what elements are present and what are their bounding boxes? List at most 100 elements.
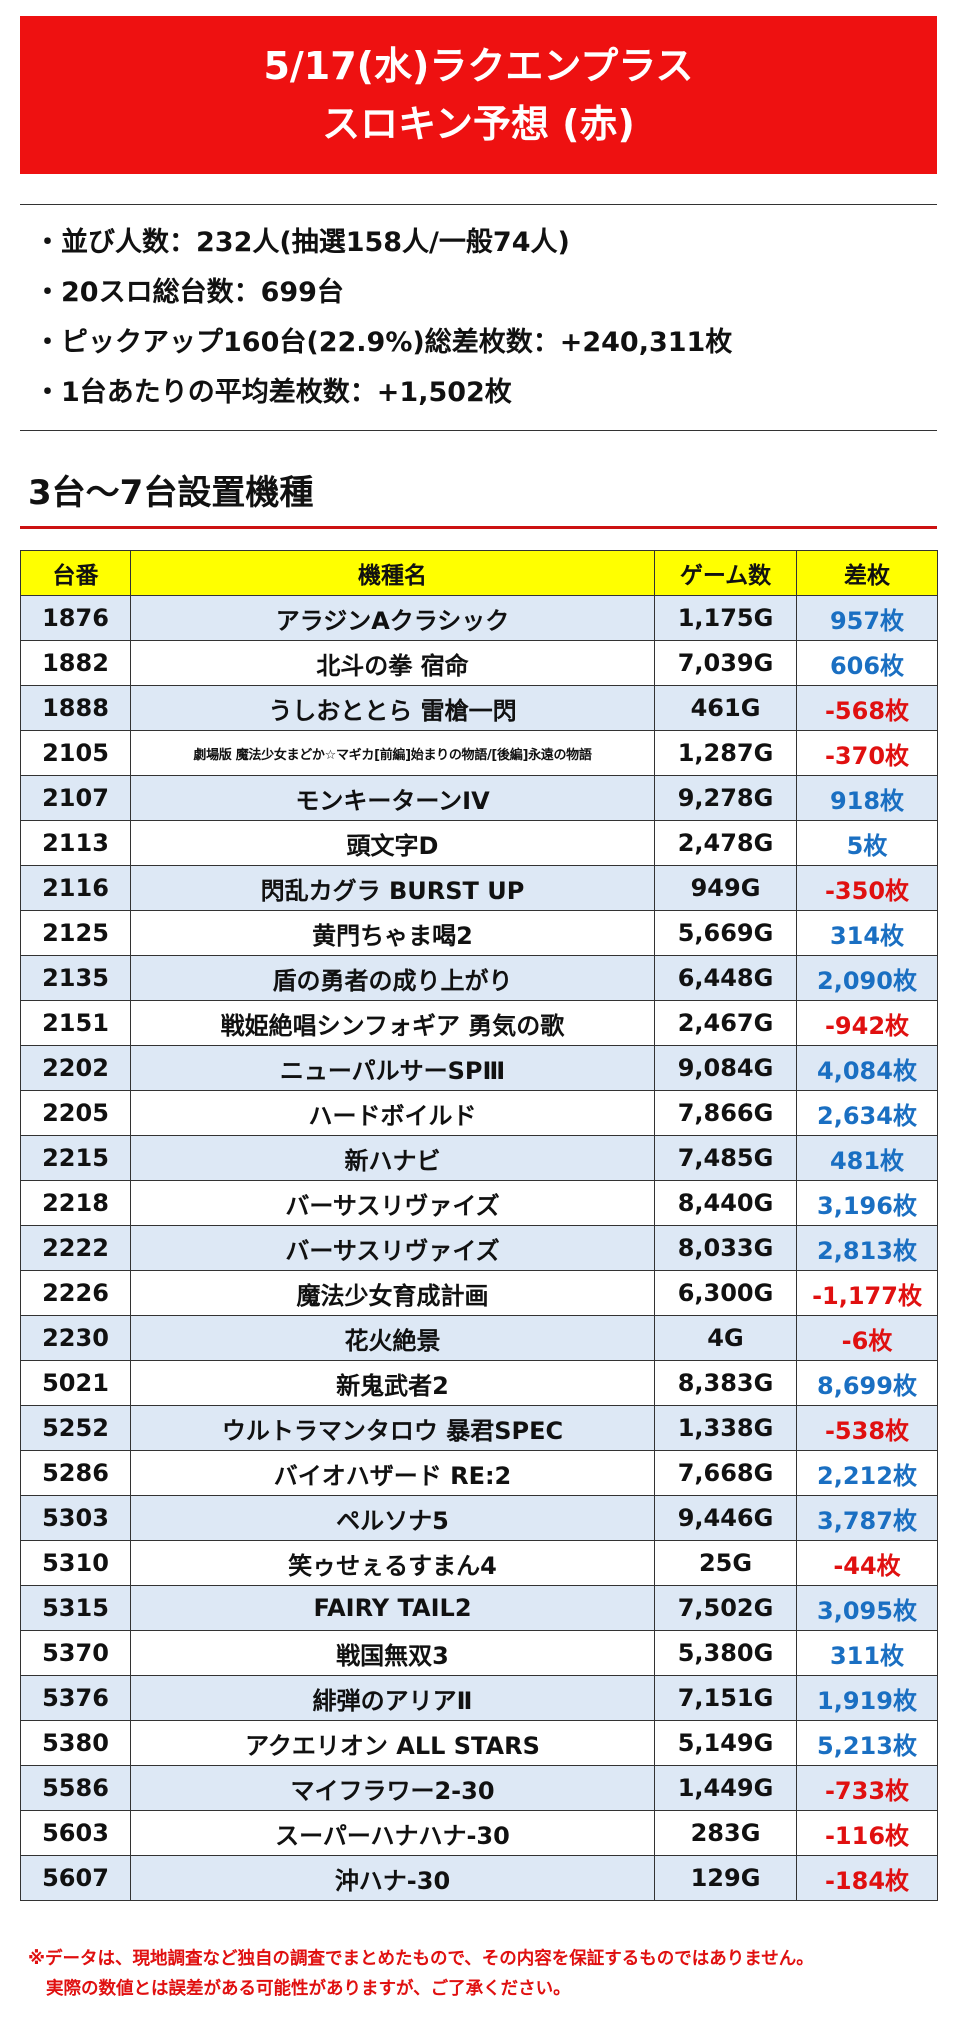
machine-number-cell: 2107 [20,775,131,821]
machine-number-cell: 1882 [20,640,131,686]
table-row: 5376 緋弾のアリアⅡ 7,151G 1,919枚 [20,1675,938,1721]
game-count-cell: 5,669G [654,910,797,956]
diff-cell: 3,787枚 [796,1495,938,1541]
machine-name-cell: 花火絶景 [130,1315,655,1361]
header-machine-name: 機種名 [130,550,655,596]
machine-number-cell: 2116 [20,865,131,911]
diff-cell: -538枚 [796,1405,938,1451]
diff-cell: 314枚 [796,910,938,956]
table-row: 5603 スーパーハナハナ-30 283G -116枚 [20,1810,938,1856]
machine-number-cell: 2151 [20,1000,131,1046]
game-count-cell: 7,151G [654,1675,797,1721]
machine-number-cell: 1888 [20,685,131,731]
table-row: 2107 モンキーターンIV 9,278G 918枚 [20,775,938,821]
stat-average-diff: ・1台あたりの平均差枚数：+1,502枚 [34,377,512,408]
game-count-cell: 7,485G [654,1135,797,1181]
diff-cell: -942枚 [796,1000,938,1046]
machine-name-cell: バイオハザード RE:2 [130,1450,655,1496]
section-underline [20,526,937,529]
machine-number-cell: 2218 [20,1180,131,1226]
game-count-cell: 5,380G [654,1630,797,1676]
machine-number-cell: 5315 [20,1585,131,1631]
header-machine-number: 台番 [20,550,131,596]
game-count-cell: 5,149G [654,1720,797,1766]
diff-cell: 2,634枚 [796,1090,938,1136]
divider-stats [20,430,937,431]
game-count-cell: 4G [654,1315,797,1361]
table-row: 2218 バーサスリヴァイズ 8,440G 3,196枚 [20,1180,938,1226]
game-count-cell: 1,338G [654,1405,797,1451]
diff-cell: -184枚 [796,1855,938,1901]
machine-name-cell: 閃乱カグラ BURST UP [130,865,655,911]
machine-name-cell: 魔法少女育成計画 [130,1270,655,1316]
table-row: 2202 ニューパルサーSPⅢ 9,084G 4,084枚 [20,1045,938,1091]
game-count-cell: 8,383G [654,1360,797,1406]
table-row: 2222 バーサスリヴァイズ 8,033G 2,813枚 [20,1225,938,1271]
diff-cell: -733枚 [796,1765,938,1811]
table-row: 2125 黄門ちゃま喝2 5,669G 314枚 [20,910,938,956]
diff-cell: 2,212枚 [796,1450,938,1496]
game-count-cell: 9,278G [654,775,797,821]
machine-number-cell: 2105 [20,730,131,776]
machine-name-cell: 黄門ちゃま喝2 [130,910,655,956]
table-body: 1876 アラジンAクラシック 1,175G 957枚 1882 北斗の拳 宿命 7,039… [20,595,938,1901]
table-row: 2215 新ハナビ 7,485G 481枚 [20,1135,938,1181]
machine-name-cell: 新鬼武者2 [130,1360,655,1406]
game-count-cell: 9,084G [654,1045,797,1091]
machines-table: 台番 機種名 ゲーム数 差枚 1876 アラジンAクラシック 1,175G 957枚 1… [20,550,938,1901]
table-row: 5607 沖ハナ-30 129G -184枚 [20,1855,938,1901]
machine-name-cell: 緋弾のアリアⅡ [130,1675,655,1721]
machine-name-cell: ハードボイルド [130,1090,655,1136]
machine-name-cell: スーパーハナハナ-30 [130,1810,655,1856]
diff-cell: 918枚 [796,775,938,821]
table-row: 5586 マイフラワー2-30 1,449G -733枚 [20,1765,938,1811]
header-subtitle: スロキン予想 (赤) [322,102,635,146]
game-count-cell: 283G [654,1810,797,1856]
machine-number-cell: 2230 [20,1315,131,1361]
diff-cell: 8,699枚 [796,1360,938,1406]
game-count-cell: 1,449G [654,1765,797,1811]
diff-cell: 1,919枚 [796,1675,938,1721]
machine-name-cell: 戦姫絶唱シンフォギア 勇気の歌 [130,1000,655,1046]
table-row: 2105 劇場版 魔法少女まどか☆マギカ[前編]始まりの物語/[後編]永遠の物語 1… [20,730,938,776]
table-row: 5315 FAIRY TAIL2 7,502G 3,095枚 [20,1585,938,1631]
machine-number-cell: 5586 [20,1765,131,1811]
diff-cell: -350枚 [796,865,938,911]
machine-name-cell: アクエリオン ALL STARS [130,1720,655,1766]
diff-cell: -568枚 [796,685,938,731]
machine-name-cell: アラジンAクラシック [130,595,655,641]
machine-name-cell: 沖ハナ-30 [130,1855,655,1901]
game-count-cell: 7,039G [654,640,797,686]
machine-name-cell: 北斗の拳 宿命 [130,640,655,686]
game-count-cell: 1,287G [654,730,797,776]
diff-cell: 481枚 [796,1135,938,1181]
machine-name-cell: 新ハナビ [130,1135,655,1181]
table-row: 1876 アラジンAクラシック 1,175G 957枚 [20,595,938,641]
diff-cell: 4,084枚 [796,1045,938,1091]
machine-name-cell: 戦国無双3 [130,1630,655,1676]
machine-number-cell: 2205 [20,1090,131,1136]
diff-cell: 5,213枚 [796,1720,938,1766]
table-header-row: 台番 機種名 ゲーム数 差枚 [20,550,938,596]
machine-name-cell: 劇場版 魔法少女まどか☆マギカ[前編]始まりの物語/[後編]永遠の物語 [130,730,655,776]
game-count-cell: 25G [654,1540,797,1586]
diff-cell: -370枚 [796,730,938,776]
table-row: 2151 戦姫絶唱シンフォギア 勇気の歌 2,467G -942枚 [20,1000,938,1046]
table-row: 2226 魔法少女育成計画 6,300G -1,177枚 [20,1270,938,1316]
game-count-cell: 7,668G [654,1450,797,1496]
machine-name-cell: マイフラワー2-30 [130,1765,655,1811]
machine-number-cell: 2135 [20,955,131,1001]
machine-number-cell: 2215 [20,1135,131,1181]
table-row: 5370 戦国無双3 5,380G 311枚 [20,1630,938,1676]
table-row: 2135 盾の勇者の成り上がり 6,448G 2,090枚 [20,955,938,1001]
diff-cell: 311枚 [796,1630,938,1676]
stat-pickup-total: ・ピックアップ160台(22.9%)総差枚数：+240,311枚 [34,327,733,358]
game-count-cell: 8,440G [654,1180,797,1226]
diff-cell: -1,177枚 [796,1270,938,1316]
table-row: 5310 笑ゥせぇるすまん4 25G -44枚 [20,1540,938,1586]
machine-name-cell: うしおととら 雷槍一閃 [130,685,655,731]
game-count-cell: 7,866G [654,1090,797,1136]
machine-name-cell: バーサスリヴァイズ [130,1225,655,1271]
diff-cell: 2,090枚 [796,955,938,1001]
machine-number-cell: 5607 [20,1855,131,1901]
